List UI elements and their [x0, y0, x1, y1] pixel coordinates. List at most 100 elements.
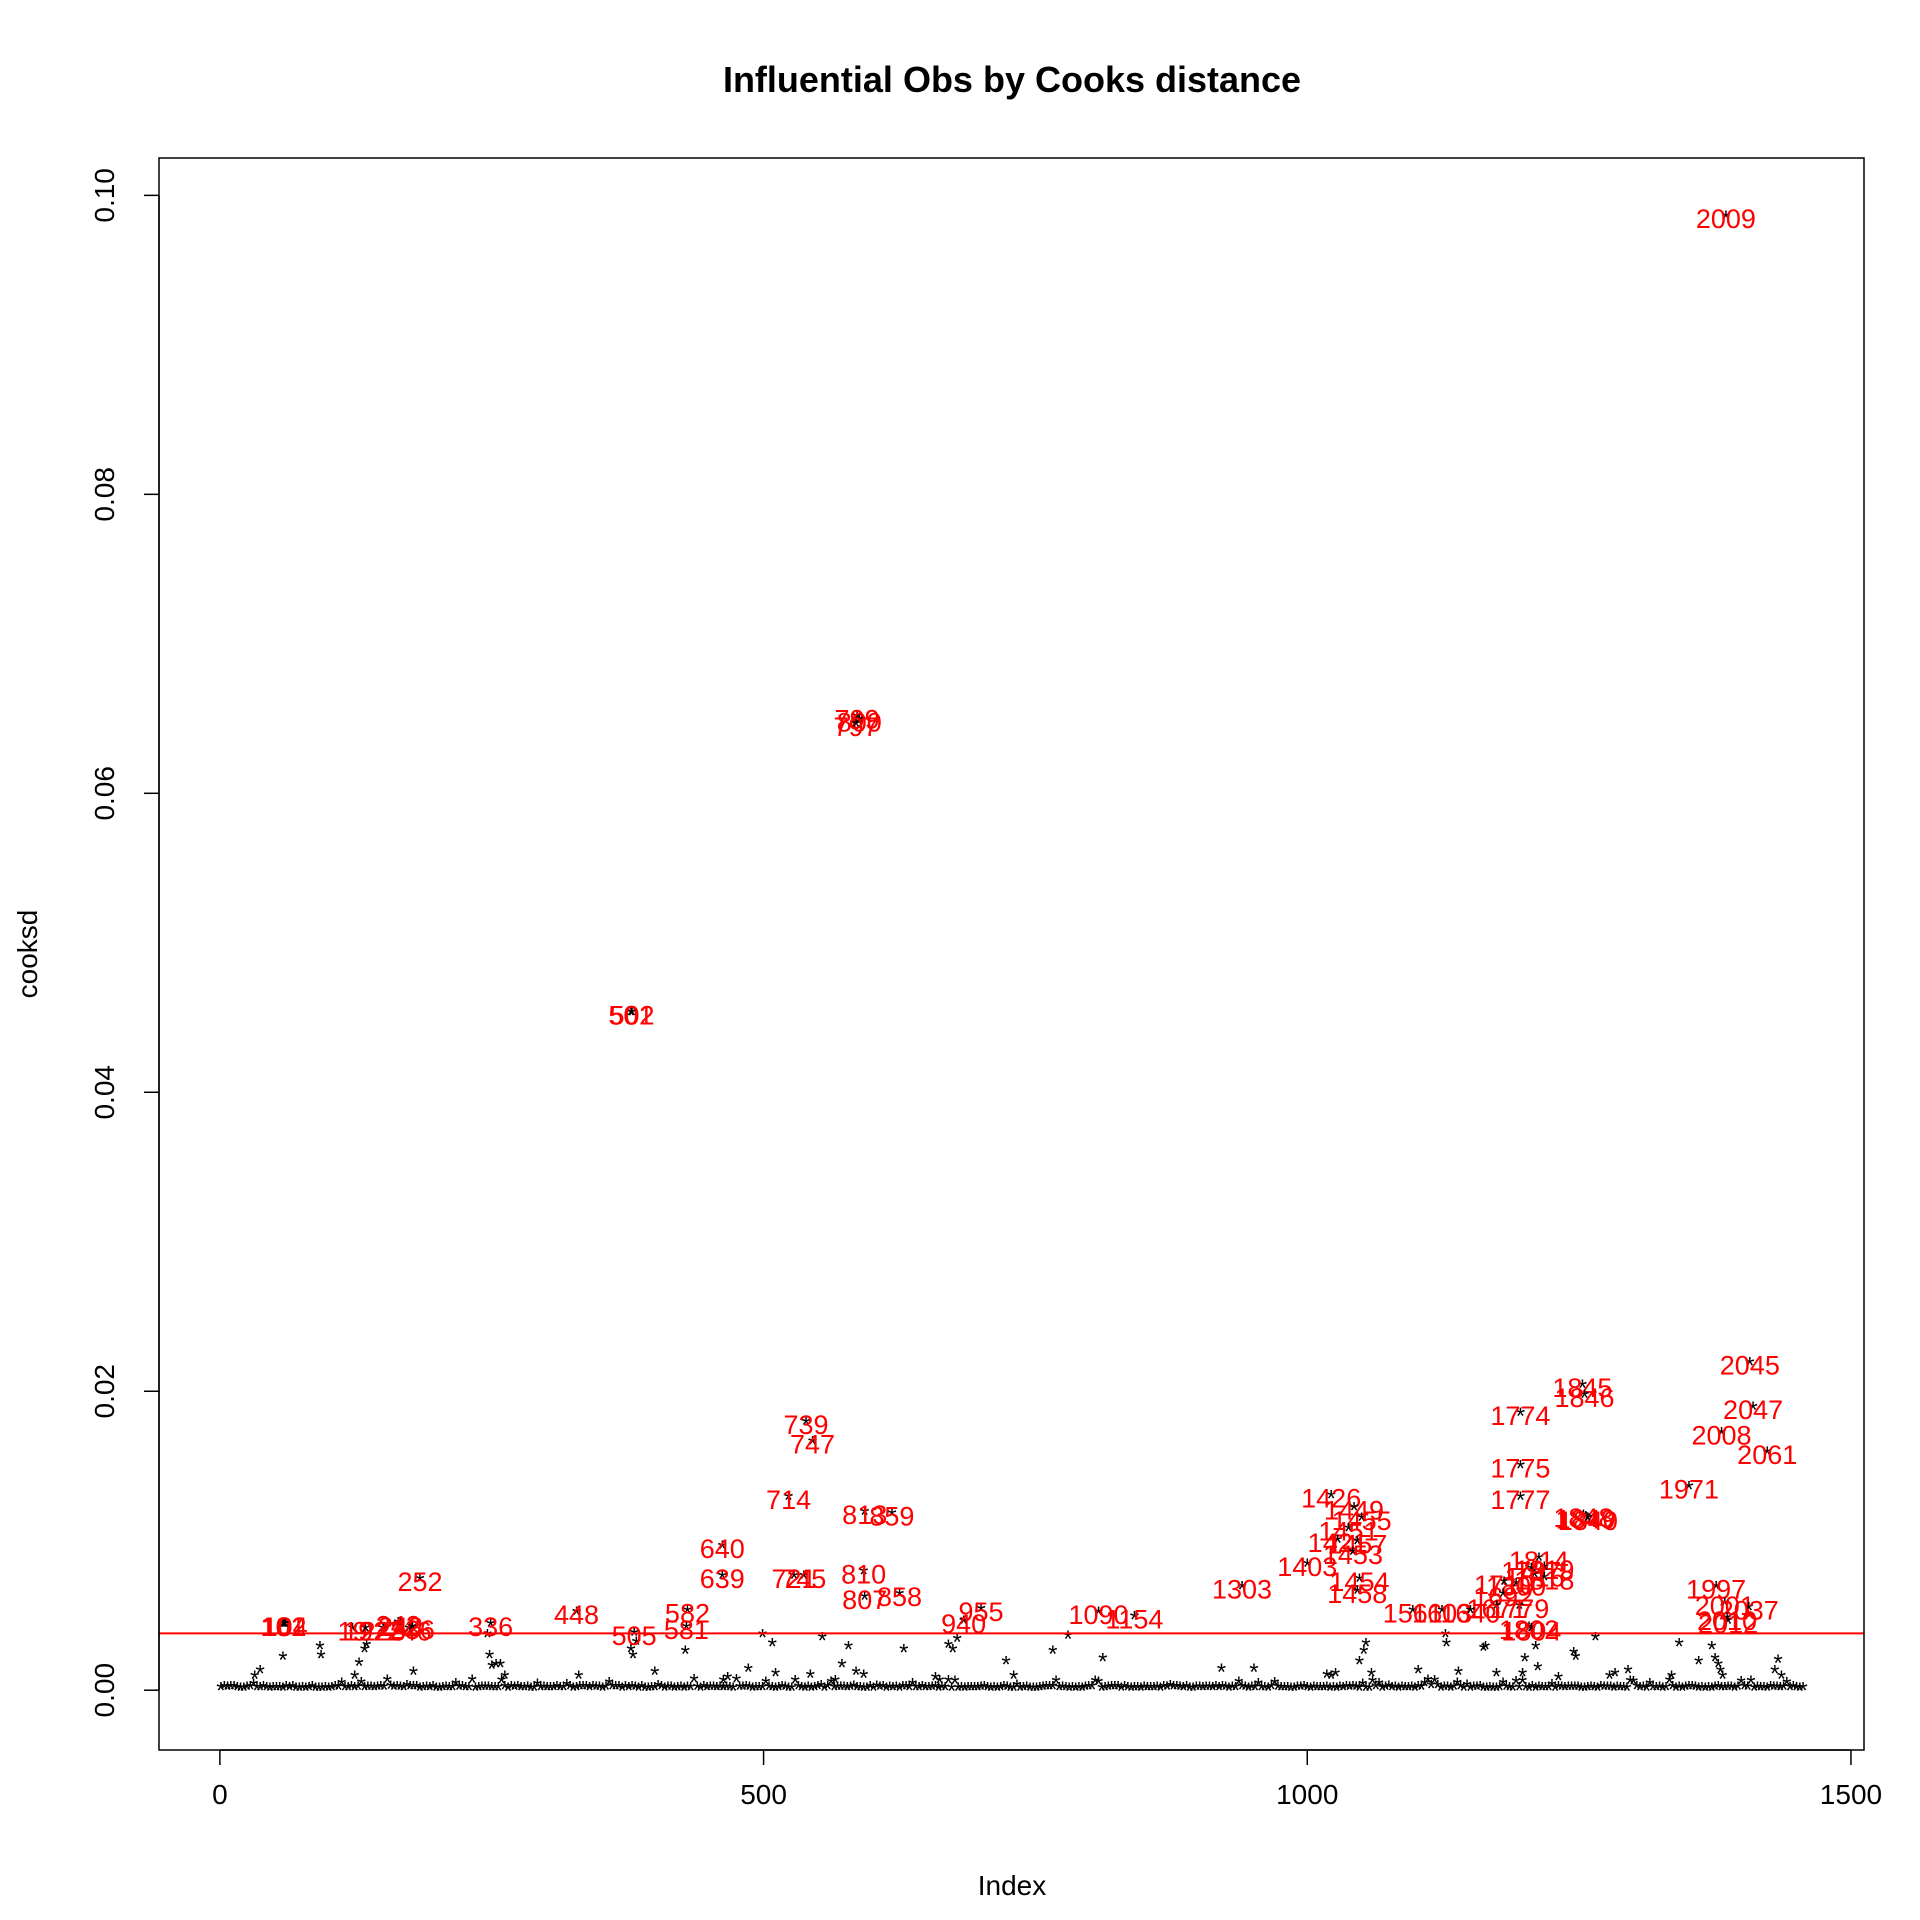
data-point: *	[572, 1602, 581, 1629]
point-label: 1449	[1324, 1495, 1384, 1525]
data-point: *	[789, 1566, 798, 1593]
data-point: *	[278, 1614, 287, 1641]
data-point: *	[1120, 1676, 1129, 1703]
data-point: *	[1554, 1677, 1563, 1704]
data-point: *	[742, 1677, 751, 1704]
data-point: *	[954, 1678, 963, 1705]
data-point: *	[1511, 1574, 1520, 1601]
data-point: *	[993, 1678, 1002, 1705]
data-point: *	[1599, 1677, 1608, 1704]
data-point: *	[1750, 1678, 1759, 1705]
data-point: *	[1789, 1677, 1798, 1704]
data-point: *	[901, 1677, 910, 1704]
data-point: *	[1622, 1678, 1631, 1705]
point-label: 799	[835, 705, 880, 735]
data-point: *	[621, 1677, 630, 1704]
data-point: *	[1306, 1678, 1315, 1705]
data-point: *	[732, 1669, 741, 1696]
data-point: *	[477, 1677, 486, 1704]
data-point: *	[353, 1677, 362, 1704]
data-point: *	[288, 1677, 297, 1704]
data-point: *	[486, 1614, 495, 1641]
point-label: 2037	[1719, 1595, 1779, 1625]
data-point: *	[872, 1676, 881, 1703]
data-point: *	[718, 1536, 727, 1563]
data-point: *	[1456, 1677, 1465, 1704]
data-point: *	[249, 1674, 258, 1701]
point-label: 1818	[1514, 1566, 1574, 1596]
data-point: *	[1697, 1678, 1706, 1705]
data-point: *	[940, 1677, 949, 1704]
data-point: *	[1228, 1677, 1237, 1704]
data-point: *	[790, 1671, 799, 1698]
data-point: *	[1593, 1678, 1602, 1705]
data-point: *	[1045, 1677, 1054, 1704]
data-point: *	[758, 1624, 767, 1651]
data-point: *	[350, 1677, 359, 1704]
data-point: *	[262, 1677, 271, 1704]
chart-title: Influential Obs by Cooks distance	[723, 59, 1301, 100]
x-tick-label: 1500	[1820, 1779, 1882, 1810]
data-point: *	[887, 1503, 896, 1530]
data-point: *	[869, 1678, 878, 1705]
data-point: *	[406, 1677, 415, 1704]
data-point: *	[1606, 1677, 1615, 1704]
data-point: *	[1718, 1666, 1727, 1693]
data-point: *	[618, 1678, 627, 1705]
data-point: *	[1639, 1677, 1648, 1704]
data-point: *	[275, 1677, 284, 1704]
point-label: 1710	[1474, 1570, 1534, 1600]
data-point: *	[1371, 1677, 1380, 1704]
data-point: *	[1192, 1677, 1201, 1704]
data-point: *	[859, 1678, 868, 1705]
data-point: *	[445, 1678, 454, 1705]
data-point: *	[1498, 1673, 1507, 1700]
data-point: *	[337, 1673, 346, 1700]
data-point: *	[392, 1677, 401, 1704]
data-point: *	[650, 1677, 659, 1704]
data-point: *	[458, 1677, 467, 1704]
data-point: *	[823, 1677, 832, 1704]
data-point: *	[1353, 1532, 1362, 1559]
data-point: *	[500, 1666, 509, 1693]
data-point: *	[1345, 1677, 1354, 1704]
data-point: *	[820, 1678, 829, 1705]
data-point: *	[856, 1677, 865, 1704]
data-point: *	[723, 1668, 732, 1695]
data-point: *	[632, 1632, 641, 1659]
data-point: *	[1499, 1572, 1508, 1599]
data-point: *	[1453, 1673, 1462, 1700]
point-label: 2061	[1737, 1440, 1797, 1470]
point-label: 336	[468, 1612, 513, 1642]
data-point: *	[1720, 1593, 1729, 1620]
data-point: *	[1153, 1677, 1162, 1704]
data-point: *	[487, 1656, 496, 1683]
data-point: *	[1368, 1671, 1377, 1698]
data-point: *	[1441, 1624, 1450, 1651]
data-point: *	[689, 1669, 698, 1696]
data-point: *	[744, 1659, 753, 1686]
data-point: *	[438, 1677, 447, 1704]
data-point: *	[1247, 1677, 1256, 1704]
data-point: *	[1094, 1602, 1103, 1629]
data-point: *	[801, 1412, 810, 1439]
data-point: *	[1667, 1666, 1676, 1693]
data-point: *	[892, 1677, 901, 1704]
data-point: *	[1110, 1677, 1119, 1704]
data-point: *	[1658, 1678, 1667, 1705]
data-point: *	[422, 1677, 431, 1704]
data-point: *	[441, 1677, 450, 1704]
data-point: *	[491, 1654, 500, 1681]
point-label: 1775	[1490, 1453, 1550, 1483]
data-point: *	[252, 1678, 261, 1705]
data-point: *	[1068, 1677, 1077, 1704]
point-label: 807	[842, 1585, 887, 1615]
data-point: *	[357, 1672, 366, 1699]
data-point: *	[565, 1677, 574, 1704]
data-point: *	[1237, 1677, 1246, 1704]
data-point: *	[454, 1677, 463, 1704]
data-point: *	[1707, 1678, 1716, 1705]
data-point: *	[1443, 1677, 1452, 1704]
data-point: *	[317, 1678, 326, 1705]
data-point: *	[1175, 1677, 1184, 1704]
